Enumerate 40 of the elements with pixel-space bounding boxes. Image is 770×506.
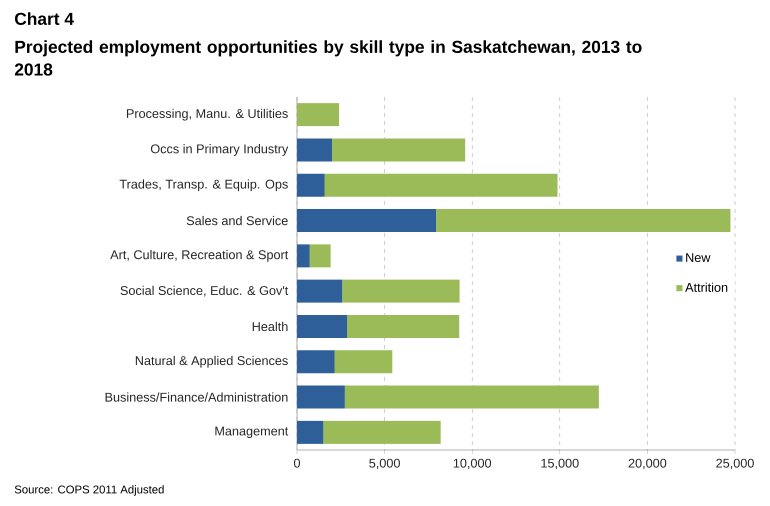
y-tick-label: Processing, Manu. & Utilities [126,108,288,121]
legend-label: New [686,253,710,262]
y-tick-label: Health [252,322,288,332]
bar [334,350,392,374]
x-tick-label: 10,000 [454,458,492,470]
bar [297,350,334,374]
bar [297,314,348,338]
bar [332,138,466,162]
y-tick-label: Management [215,426,288,438]
bar [324,174,558,197]
bar [436,209,730,232]
bar [297,280,342,303]
bar [297,138,332,162]
x-tick-label: 15,000 [541,458,579,470]
bar [342,280,460,303]
x-tick-label: 5,000 [369,458,400,470]
y-tick-label: Art, Culture, Recreation & Sport [110,250,288,262]
y-tick-label: Social Science, Educ. & Gov't [120,286,288,297]
x-tick-label: 20,000 [628,458,666,470]
legend-label: Attrition [685,282,728,292]
y-tick-label: Sales and Service [186,216,288,226]
source-note: Source: COPS 2011 Adjusted [14,485,164,496]
bar [347,314,460,338]
bar [297,103,340,126]
y-tick-label: Business/Finance/Administration [106,392,288,402]
y-tick-label: Natural & Applied Sciences [136,356,288,368]
y-tick-label: Trades, Transp. & Equip. Ops [120,179,288,192]
bar [297,209,436,232]
bar [323,420,441,444]
bar [297,420,324,444]
bar [344,386,599,409]
text: Chart 4 [14,12,74,25]
chart-subtitle: Projected employment opportunities by skill type in Saskatchewan, 2013 to 2018 [14,40,642,76]
x-tick-label: 25,000 [716,458,754,470]
bar [297,244,310,268]
bar [297,174,325,197]
bar [297,386,345,409]
bar [310,244,331,268]
y-tick-label: Occs in Primary Industry [150,144,288,156]
x-tick-label: 0 [294,458,300,468]
